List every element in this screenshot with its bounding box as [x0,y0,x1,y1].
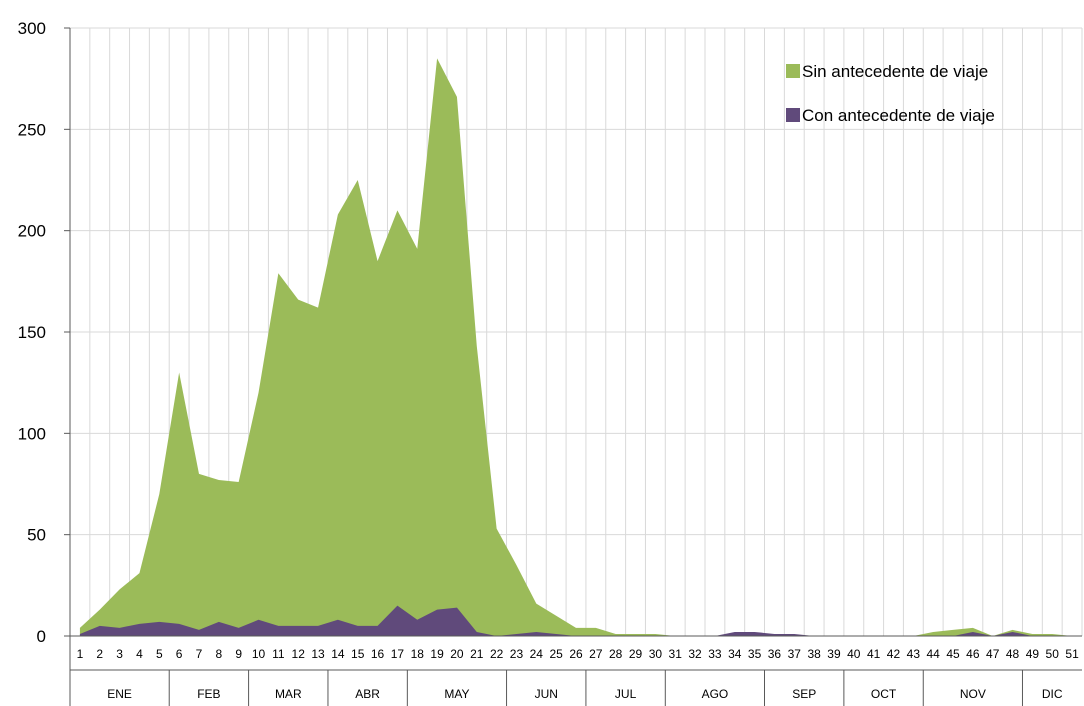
x-tick-label: 37 [788,647,802,661]
x-tick-label: 9 [235,647,242,661]
x-tick-label: 32 [688,647,702,661]
x-tick-label: 10 [252,647,266,661]
x-tick-label: 48 [1006,647,1020,661]
x-tick-label: 19 [430,647,444,661]
y-tick-label: 200 [18,222,46,241]
y-axis-ticks: 0 50 100 150 200 250 300 [18,19,70,646]
x-tick-label: 33 [708,647,722,661]
x-tick-label: 14 [331,647,345,661]
x-tick-label: 30 [649,647,663,661]
y-tick-label: 0 [37,627,46,646]
x-tick-label: 2 [96,647,103,661]
x-tick-label: 42 [887,647,901,661]
x-tick-label: 1 [77,647,84,661]
month-label: OCT [871,687,897,701]
month-label: NOV [960,687,986,701]
x-tick-label: 20 [450,647,464,661]
x-axis-ticks: 1 2 3 4 5 6 7 8 9 10 11 12 13 14 15 16 17 18 19 20 21 22 23 24 2… [77,647,1079,661]
x-tick-label: 38 [807,647,821,661]
x-tick-label: 29 [629,647,643,661]
x-tick-label: 12 [292,647,306,661]
x-tick-label: 43 [907,647,921,661]
month-label: FEB [197,687,220,701]
month-label: ENE [107,687,132,701]
month-label: JUL [615,687,637,701]
area-series-1 [79,58,1073,636]
x-tick-label: 21 [470,647,484,661]
x-tick-label: 28 [609,647,623,661]
y-tick-label: 150 [18,323,46,342]
x-tick-label: 36 [768,647,782,661]
legend-swatch [786,108,800,122]
x-tick-label: 27 [589,647,603,661]
legend-label: Sin antecedente de viaje [802,62,988,81]
area-series-2 [79,605,1073,636]
axes [69,28,1082,706]
x-tick-label: 4 [136,647,143,661]
x-tick-label: 46 [966,647,980,661]
legend: Sin antecedente de viaje Con antecedente … [786,62,995,125]
legend-label: Con antecedente de viaje [802,106,995,125]
x-tick-label: 22 [490,647,504,661]
month-label: AGO [702,687,729,701]
x-tick-label: 34 [728,647,742,661]
x-tick-label: 18 [411,647,425,661]
x-tick-label: 13 [311,647,325,661]
x-tick-label: 47 [986,647,1000,661]
month-label: MAR [275,687,302,701]
month-label: JUN [535,687,558,701]
x-tick-label: 6 [176,647,183,661]
x-tick-label: 39 [827,647,841,661]
x-tick-label: 17 [391,647,405,661]
y-tick-label: 300 [18,19,46,38]
y-tick-label: 50 [27,526,46,545]
y-tick-label: 100 [18,424,46,443]
legend-swatch [786,64,800,78]
x-tick-label: 23 [510,647,524,661]
x-tick-label: 25 [549,647,563,661]
x-tick-label: 31 [669,647,683,661]
x-tick-label: 51 [1065,647,1079,661]
x-tick-label: 15 [351,647,365,661]
x-tick-label: 11 [272,647,285,661]
x-tick-label: 5 [156,647,163,661]
x-tick-label: 41 [867,647,881,661]
x-tick-label: 35 [748,647,762,661]
month-labels: ENE FEB MAR ABR MAY JUN JUL AGO SEP OCT NOV DIC [107,670,1063,706]
x-tick-label: 40 [847,647,861,661]
month-label: DIC [1042,687,1063,701]
x-tick-label: 26 [569,647,583,661]
x-tick-label: 8 [215,647,222,661]
x-tick-label: 3 [116,647,123,661]
x-tick-label: 50 [1046,647,1060,661]
x-tick-label: 24 [530,647,544,661]
x-tick-label: 16 [371,647,385,661]
chart-areas [79,58,1073,636]
x-tick-label: 49 [1026,647,1040,661]
month-label: SEP [792,687,816,701]
month-label: ABR [355,687,380,701]
x-tick-label: 44 [926,647,940,661]
month-label: MAY [444,687,469,701]
y-tick-label: 250 [18,120,46,139]
x-tick-label: 45 [946,647,960,661]
x-tick-label: 7 [196,647,203,661]
